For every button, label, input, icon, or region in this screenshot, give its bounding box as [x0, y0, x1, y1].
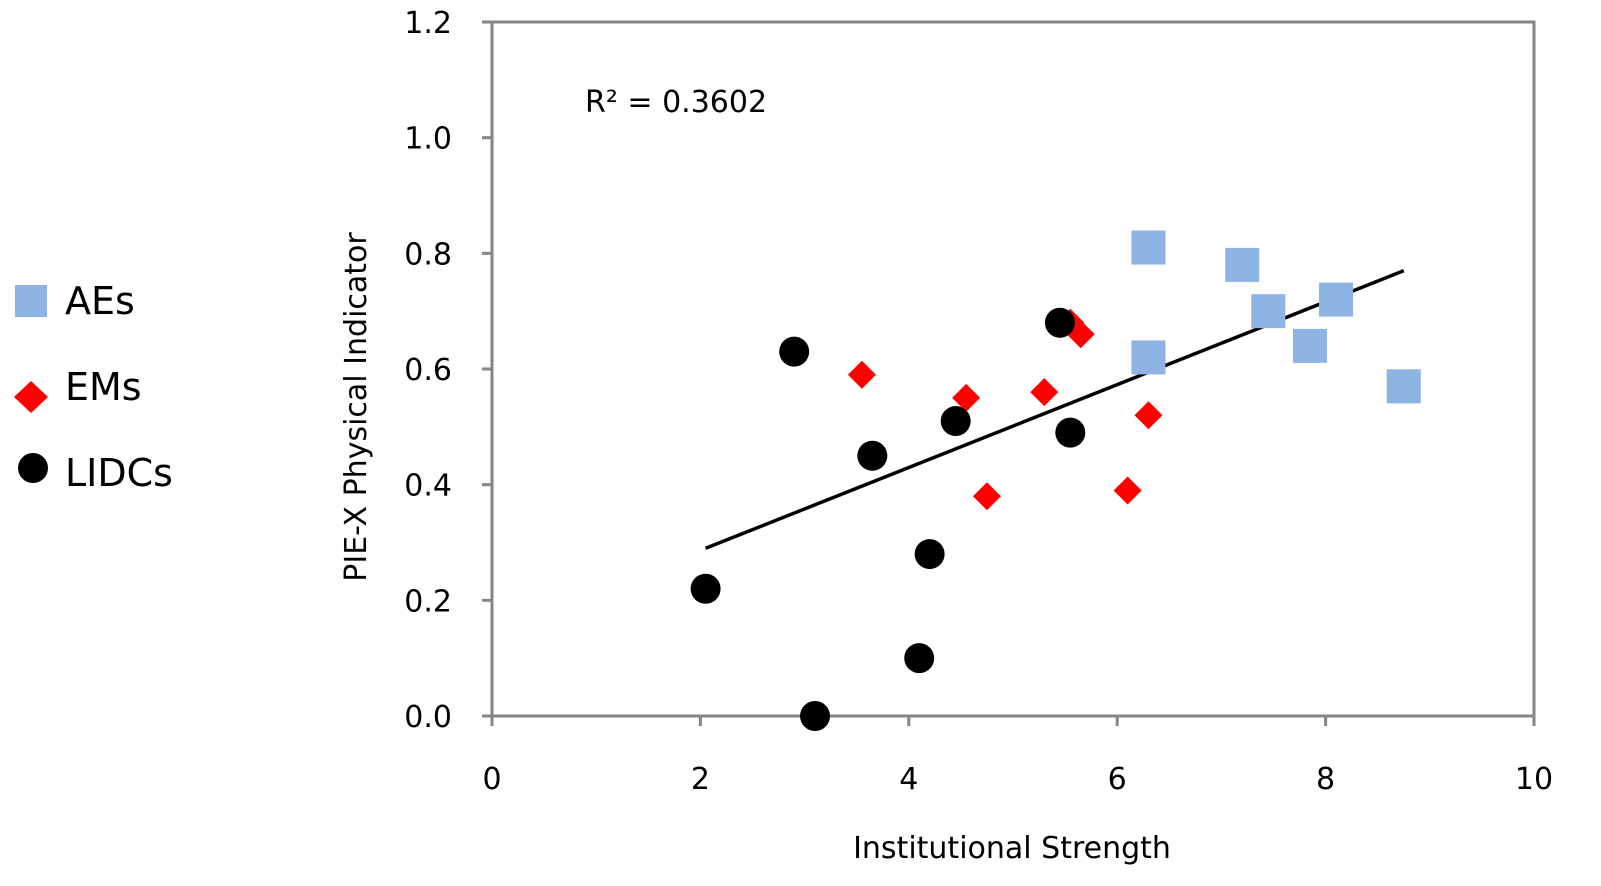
data-point-aes	[1131, 230, 1166, 265]
data-point-lidcs	[779, 336, 810, 367]
legend-marker-aes	[15, 285, 47, 317]
legend-label-ems: EMs	[65, 365, 142, 409]
x-axis-ticks: 0 2 4 6 8 10	[482, 716, 1553, 797]
r-squared-annotation: R² = 0.3602	[585, 85, 767, 120]
legend-marker-lidcs	[18, 453, 48, 483]
y-axis-ticks: 0.0 0.2 0.4 0.6 0.8 1.0 1.2	[404, 6, 492, 735]
data-point-aes	[1292, 328, 1327, 363]
y-tick-label: 1.0	[404, 122, 452, 157]
x-axis-title: Institutional Strength	[853, 831, 1171, 866]
data-point-aes	[1386, 369, 1421, 404]
y-tick-label: 0.0	[404, 700, 452, 735]
y-axis-title: PIE-X Physical Indicator	[339, 232, 374, 582]
data-points	[690, 230, 1421, 731]
y-tick-label: 0.6	[404, 353, 452, 388]
y-tick-label: 1.2	[404, 6, 452, 41]
data-point-ems	[847, 360, 876, 389]
data-point-aes	[1251, 294, 1286, 329]
data-point-lidcs	[800, 701, 831, 731]
data-point-lidcs	[1044, 307, 1075, 338]
data-point-ems	[1113, 476, 1142, 505]
legend-label-lidcs: LIDCs	[65, 451, 173, 495]
data-point-aes	[1225, 247, 1260, 282]
x-tick-label: 6	[1108, 762, 1127, 797]
data-point-ems	[972, 482, 1001, 511]
data-point-lidcs	[904, 643, 935, 674]
data-point-lidcs	[914, 539, 945, 570]
x-tick-label: 8	[1316, 762, 1335, 797]
legend-marker-ems	[14, 381, 48, 413]
legend-label-aes: AEs	[65, 279, 135, 323]
y-tick-label: 0.4	[404, 469, 452, 504]
x-tick-label: 0	[482, 762, 501, 797]
data-point-lidcs	[690, 573, 721, 604]
x-tick-label: 10	[1515, 762, 1553, 797]
data-point-aes	[1131, 340, 1166, 375]
data-point-lidcs	[857, 440, 888, 471]
data-point-ems	[952, 383, 981, 412]
plot-area	[490, 20, 1536, 718]
data-point-aes	[1319, 282, 1354, 317]
data-point-lidcs	[1055, 417, 1086, 448]
data-point-lidcs	[940, 406, 971, 437]
data-point-ems	[1134, 401, 1163, 430]
data-point-ems	[1030, 378, 1059, 407]
x-tick-label: 2	[691, 762, 710, 797]
legend: AEs EMs LIDCs	[14, 279, 173, 495]
y-tick-label: 0.8	[404, 237, 452, 272]
trendline	[704, 269, 1405, 550]
y-tick-label: 0.2	[404, 584, 452, 619]
trendline-group	[704, 269, 1405, 550]
x-tick-label: 4	[899, 762, 918, 797]
